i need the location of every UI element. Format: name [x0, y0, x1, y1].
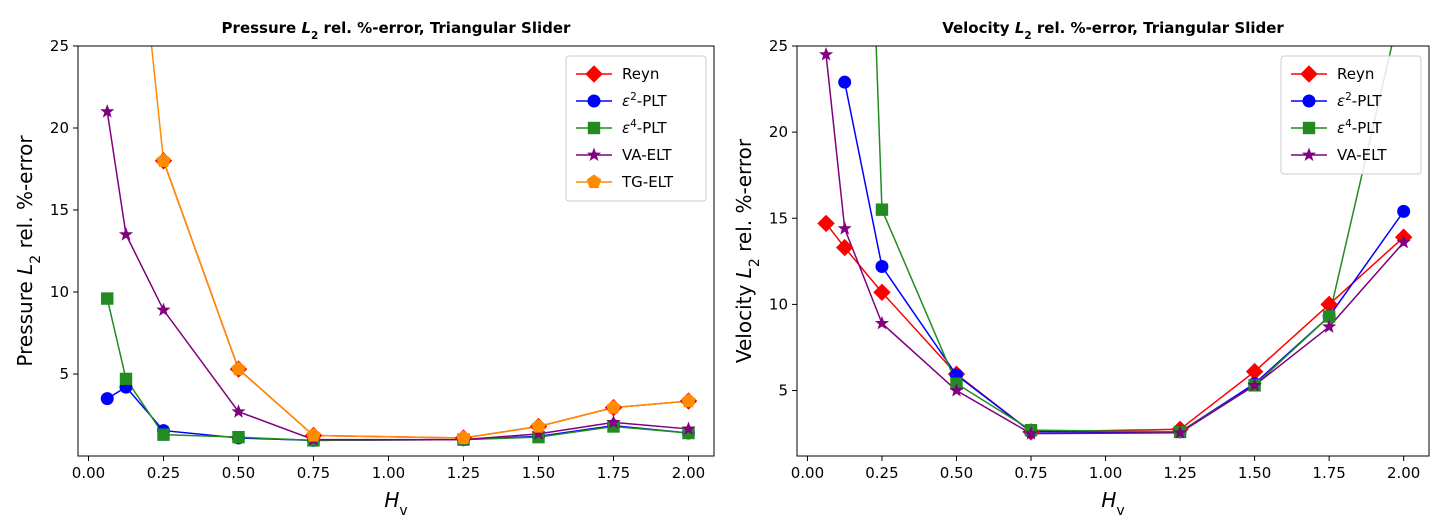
velocity-x-tick-label: 1.75: [1312, 464, 1345, 482]
pressure-series-4-point: [681, 393, 696, 408]
velocity-x-tick-label: 2.00: [1387, 464, 1420, 482]
velocity-y-tick-label: 5: [778, 382, 788, 400]
pressure-series-2-point: [101, 292, 114, 305]
velocity-series-3-point: [874, 315, 890, 330]
pressure-series-4-point: [606, 400, 621, 414]
velocity-x-tick-label: 1.00: [1089, 464, 1122, 482]
velocity-series-3-point: [1322, 319, 1337, 333]
velocity-series-3-point: [1172, 425, 1188, 439]
velocity-y-tick-label: 25: [769, 37, 788, 55]
pressure-y-tick-label: 25: [50, 37, 69, 55]
pressure-series-3-point: [606, 414, 621, 429]
pressure-legend-marker: [587, 121, 601, 135]
velocity-legend-marker: [1301, 147, 1317, 162]
velocity-series-2-point: [875, 203, 889, 216]
velocity-title: Velocity L2 rel. %-error, Triangular Sli…: [942, 19, 1284, 42]
velocity-legend-marker: [1302, 94, 1316, 108]
velocity-x-axis-label: Hv: [1101, 488, 1124, 519]
pressure-chart: Pressure L2 rel. %-error, Triangular Sli…: [13, 19, 715, 519]
velocity-series-1-point: [875, 260, 889, 274]
pressure-legend-marker: [586, 174, 602, 189]
pressure-series-3-point: [156, 302, 171, 317]
pressure-legend-entry-4: TG-ELT: [621, 173, 674, 191]
velocity-y-tick-label: 20: [769, 123, 788, 141]
pressure-x-axis-label: Hv: [384, 488, 407, 519]
velocity-series-line-2: [875, 46, 1393, 433]
pressure-series-2-point: [119, 372, 133, 386]
velocity-x-tick-label: 0.25: [865, 464, 898, 482]
pressure-series-3-point: [231, 404, 246, 418]
velocity-series-0-point: [835, 238, 854, 257]
velocity-x-tick-label: 0.00: [791, 464, 824, 482]
pressure-plot-area: [100, 46, 698, 447]
pressure-x-tick-label: 1.25: [447, 464, 480, 482]
pressure-series-4-point: [456, 430, 471, 445]
pressure-x-tick-label: 2.00: [672, 464, 705, 482]
pressure-legend-entry-0: Reyn: [622, 65, 659, 83]
velocity-legend: Reyn ε2-PLT ε4-PLT VA-ELT: [1280, 55, 1422, 175]
pressure-legend-box: [565, 55, 707, 202]
pressure-y-axis-label: Pressure L2 rel. %-error: [13, 135, 44, 367]
velocity-legend-entry-1: ε2-PLT: [1337, 91, 1383, 110]
velocity-chart: Velocity L2 rel. %-error, Triangular Sli…: [732, 19, 1430, 519]
pressure-series-4-point: [231, 361, 246, 376]
pressure-legend-marker: [587, 94, 601, 108]
velocity-series-3-point: [837, 221, 852, 235]
velocity-legend-entry-2: ε4-PLT: [1337, 118, 1383, 137]
velocity-series-3-point: [1023, 426, 1039, 440]
velocity-legend-entry-0: Reyn: [1337, 65, 1374, 83]
pressure-axes-frame: [77, 45, 715, 457]
pressure-legend-marker: [585, 65, 603, 83]
velocity-axes-frame: [796, 45, 1430, 457]
velocity-series-3-point: [949, 383, 964, 397]
pressure-x-tick-label: 1.00: [372, 464, 405, 482]
velocity-series-3-point: [1247, 377, 1262, 392]
pressure-y-tick-label: 15: [50, 201, 69, 219]
pressure-series-4-point: [531, 418, 546, 433]
pressure-legend-marker: [586, 147, 602, 162]
pressure-x-tick-label: 1.50: [522, 464, 555, 482]
pressure-title: Pressure L2 rel. %-error, Triangular Sli…: [222, 19, 571, 42]
pressure-x-tick-label: 0.25: [147, 464, 180, 482]
pressure-series-4-point: [306, 427, 321, 442]
pressure-series-2-point: [232, 430, 245, 444]
velocity-legend-box: [1280, 55, 1422, 175]
velocity-y-axis-label: Velocity L2 rel. %-error: [732, 138, 763, 363]
pressure-legend-entry-3: VA-ELT: [622, 146, 672, 164]
pressure-legend: Reyn ε2-PLT ε4-PLT VA-ELT TG-ELT: [565, 55, 707, 202]
pressure-x-tick-label: 0.00: [72, 464, 105, 482]
pressure-series-3-point: [100, 104, 115, 118]
pressure-x-tick-label: 0.75: [297, 464, 330, 482]
pressure-series-3-point: [681, 421, 696, 435]
pressure-series-3-point: [118, 227, 134, 241]
pressure-series-1-point: [100, 392, 114, 406]
velocity-series-3-point: [818, 47, 834, 61]
velocity-series-0-point: [873, 283, 891, 302]
pressure-legend-entry-2: ε4-PLT: [622, 118, 668, 137]
velocity-legend-marker: [1302, 121, 1316, 135]
velocity-x-tick-label: 1.50: [1238, 464, 1271, 482]
velocity-series-3-point: [1396, 234, 1411, 249]
pressure-x-tick-label: 0.50: [222, 464, 255, 482]
pressure-series-2-point: [157, 428, 170, 441]
pressure-y-tick-label: 20: [50, 119, 69, 137]
pressure-legend-entry-1: ε2-PLT: [622, 91, 668, 110]
velocity-x-tick-label: 1.25: [1163, 464, 1196, 482]
velocity-plot-area: [817, 46, 1413, 441]
pressure-x-tick-label: 1.75: [597, 464, 630, 482]
velocity-x-tick-label: 0.50: [940, 464, 973, 482]
velocity-y-tick-label: 15: [769, 209, 788, 227]
pressure-series-4-point: [156, 153, 171, 167]
velocity-series-1-point: [838, 75, 852, 89]
pressure-y-tick-label: 5: [59, 365, 69, 383]
velocity-series-1-point: [1397, 204, 1411, 218]
pressure-y-tick-label: 10: [50, 283, 69, 301]
velocity-legend-entry-3: VA-ELT: [1337, 146, 1387, 164]
velocity-series-0-point: [817, 214, 835, 233]
velocity-y-tick-label: 10: [769, 295, 788, 313]
velocity-legend-marker: [1300, 65, 1318, 83]
pressure-series-line-4: [150, 46, 689, 439]
velocity-x-tick-label: 0.75: [1014, 464, 1047, 482]
